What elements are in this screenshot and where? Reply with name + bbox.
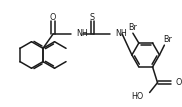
Text: Br: Br xyxy=(163,35,172,44)
Text: NH: NH xyxy=(76,29,88,38)
Text: Br: Br xyxy=(128,23,137,32)
Text: O: O xyxy=(175,78,182,87)
Text: HO: HO xyxy=(131,92,144,101)
Text: NH: NH xyxy=(115,29,127,38)
Text: S: S xyxy=(90,13,95,22)
Text: O: O xyxy=(50,13,56,22)
